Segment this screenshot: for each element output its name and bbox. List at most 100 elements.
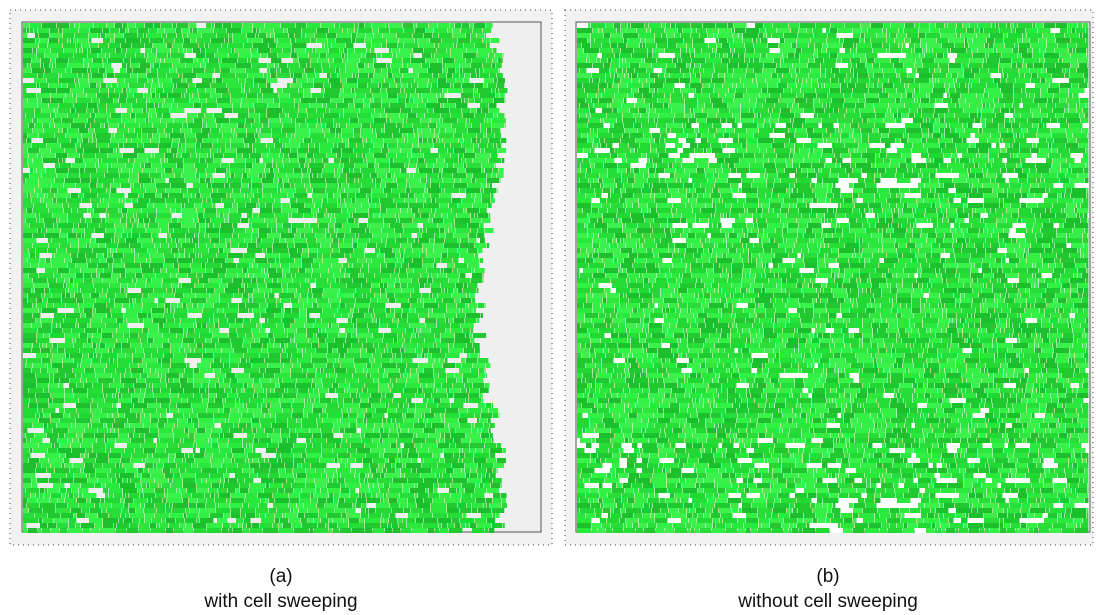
cell [372, 363, 381, 368]
cell [68, 38, 70, 43]
cell [491, 198, 495, 203]
cell [497, 458, 506, 463]
cell [401, 168, 406, 173]
cell [85, 453, 88, 458]
cell [122, 118, 135, 123]
cell [168, 158, 183, 163]
cell [493, 513, 495, 518]
cell [382, 178, 393, 183]
cell [207, 198, 211, 203]
cell [306, 348, 315, 353]
cell [451, 403, 463, 408]
cell [365, 443, 377, 448]
cell [63, 43, 75, 48]
cell [122, 233, 127, 238]
cell [309, 278, 315, 283]
cell [473, 173, 486, 178]
cell [51, 348, 57, 353]
cell [197, 168, 205, 173]
cell [154, 63, 159, 68]
cell [197, 38, 210, 43]
cell [195, 328, 209, 333]
cell [131, 73, 137, 78]
cell [78, 253, 85, 258]
cell [323, 293, 337, 298]
cell [453, 258, 458, 263]
cell [170, 393, 178, 398]
cell [320, 458, 334, 463]
cell [302, 263, 311, 268]
cell [466, 123, 471, 128]
cell [194, 58, 197, 63]
cell [147, 108, 149, 113]
cell [447, 508, 459, 513]
cell [343, 83, 357, 88]
cell [281, 118, 291, 123]
cell [23, 323, 31, 328]
cell [104, 198, 119, 203]
cell [57, 323, 60, 328]
cell [80, 168, 84, 173]
cell [138, 28, 148, 33]
cell [178, 258, 192, 263]
cell [326, 188, 337, 193]
cell [47, 228, 60, 233]
cell [183, 123, 187, 128]
cell [412, 208, 418, 213]
cell [238, 378, 253, 383]
cell [101, 338, 116, 343]
cell [497, 188, 498, 193]
cell [54, 373, 65, 378]
cell [229, 418, 239, 423]
cell [449, 203, 457, 208]
cell [108, 253, 112, 258]
cell [344, 108, 359, 113]
cell [441, 348, 448, 353]
cell [328, 488, 340, 493]
cell [365, 383, 378, 388]
cell [493, 493, 500, 498]
cell [215, 398, 222, 403]
cell [250, 463, 259, 468]
cell [338, 503, 352, 508]
cell [253, 23, 264, 28]
cell [176, 518, 184, 523]
cell [274, 28, 283, 33]
cell [226, 238, 230, 243]
cell [309, 163, 324, 168]
cell [415, 493, 417, 498]
cell [404, 258, 412, 263]
cell [249, 273, 253, 278]
cell [91, 188, 106, 193]
cell [112, 163, 125, 168]
cell [275, 173, 286, 178]
cell [345, 498, 356, 503]
cell [209, 248, 218, 253]
cell [229, 303, 238, 308]
cell [230, 208, 237, 213]
cell [106, 218, 120, 223]
cell [102, 353, 117, 358]
cell [389, 148, 400, 153]
cell [166, 518, 175, 523]
cell [237, 263, 249, 268]
cell [328, 38, 335, 43]
cell [329, 268, 340, 273]
cell [183, 498, 188, 503]
cell [67, 488, 71, 493]
cell [471, 338, 475, 343]
cell [169, 193, 183, 198]
cell [115, 223, 126, 228]
cell [336, 128, 341, 133]
cell [36, 318, 40, 323]
cell [270, 468, 278, 473]
cell [361, 268, 368, 273]
cell [300, 308, 306, 313]
cell [69, 523, 75, 528]
cell [239, 288, 244, 293]
cell [225, 218, 228, 223]
cell [38, 228, 41, 233]
cell [370, 203, 375, 208]
cell [398, 43, 403, 48]
cell [391, 378, 396, 383]
